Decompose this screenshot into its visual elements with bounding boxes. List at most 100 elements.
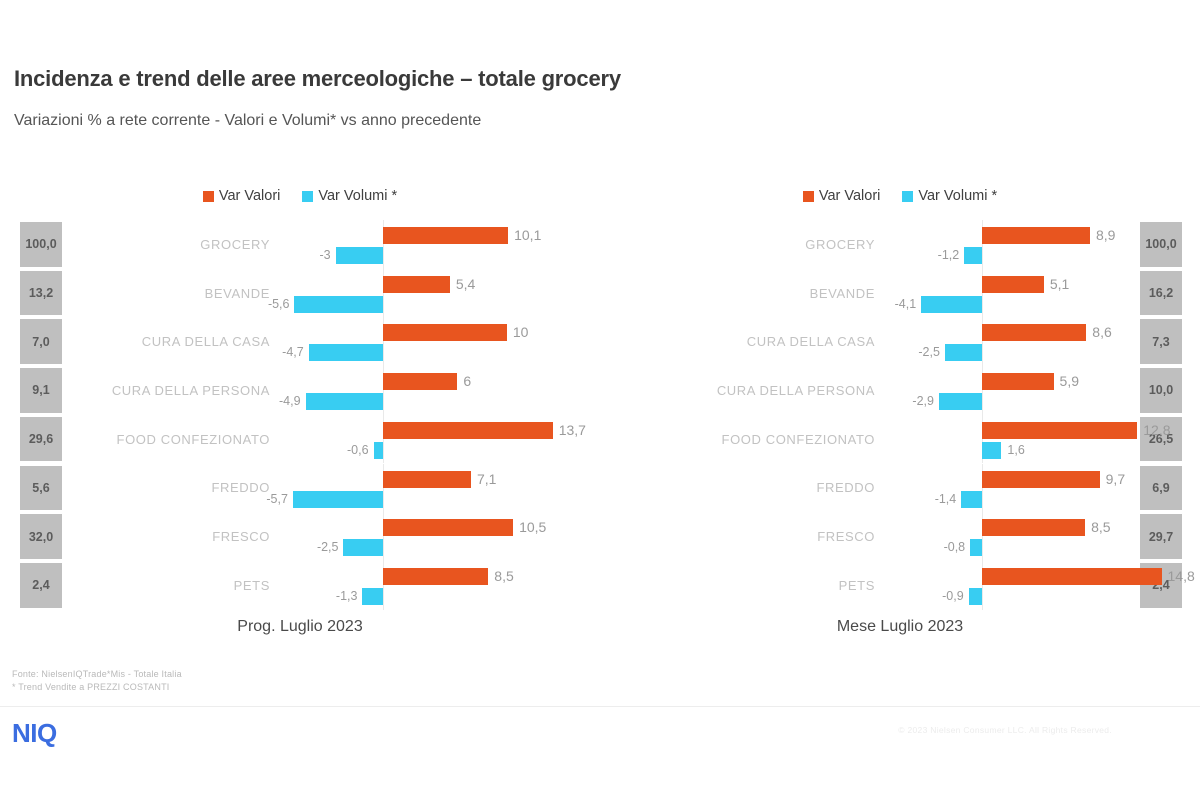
bar-var-valori [383,421,553,439]
bar-var-valori [982,470,1100,488]
row-plot: 5,4 -5,6 [268,268,575,318]
incidence-chip: 7,3 [1140,319,1182,365]
bar-label-var-valori: 5,4 [455,275,476,292]
incidence-chip: 7,0 [20,319,62,365]
legend-swatch-valori-icon [802,190,814,202]
category-label: PETS [233,577,270,593]
category-label: FRESCO [817,529,875,545]
bar-var-volumi [961,490,982,508]
incidence-chip: 100,0 [20,222,62,267]
bar-label-var-volumi: -5,7 [266,491,288,506]
row-plot: 10,1 -3 [285,220,575,269]
category-label: FREDDO [211,480,270,496]
legend-label-volumi: Var Volumi * [318,188,398,204]
legend-item-var-valori: Var Valori [802,188,880,204]
source-notes: Fonte: NielsenIQTrade*Mis - Totale Itali… [12,668,182,694]
bar-var-volumi [305,393,383,411]
bar-var-volumi [970,539,982,557]
bar-label-var-volumi: -4,7 [282,345,304,360]
category-label: CURA DELLA PERSONA [716,382,875,398]
chart-row: 7,0 CURA DELLA CASA 10 -4,7 [10,317,590,367]
bar-var-valori [982,421,1138,439]
bar-label-var-valori: 8,9 [1095,227,1116,243]
bar-label-var-volumi: -4,1 [894,296,917,311]
bar-label-var-volumi: -1,3 [335,588,358,603]
row-plot: 14,8 -0,9 [890,560,1195,610]
category-label: PETS [838,577,875,593]
bar-var-volumi [362,587,383,605]
bar-var-volumi [944,344,982,362]
legend-label-valori: Var Valori [218,188,281,204]
bar-label-var-valori: 5,9 [1059,373,1080,390]
zero-axis-line [383,268,384,318]
category-label: GROCERY [805,236,875,252]
bar-var-valori [982,227,1090,244]
bar-label-var-valori: 6 [463,373,472,390]
chart-legend-left: Var Valori Var Volumi * [10,188,590,204]
chart-row: 9,1 CURA DELLA PERSONA 6 -4,9 [10,366,590,415]
row-plot: 13,7 -0,6 [285,414,586,464]
incidence-chip: 100,0 [1140,222,1182,267]
category-label: CURA DELLA CASA [141,334,270,350]
zero-axis-line [383,220,384,269]
chart-rows-right: 100,0 GROCERY 8,9 -1,2 16,2 BEVANDE 5,1 -4,1 7,3… [610,220,1195,610]
bar-label-var-volumi: -1,4 [934,491,957,506]
zero-axis-line [383,414,384,464]
zero-axis-line [383,560,384,610]
bar-label-var-volumi: -5,6 [267,296,290,311]
bar-label-var-valori: 8,6 [1092,324,1112,341]
bar-label-var-volumi: 1,6 [1007,442,1025,457]
incidence-chip: 9,1 [20,368,62,413]
bar-var-volumi [921,295,982,313]
legend-swatch-volumi-icon [302,190,314,202]
bar-var-volumi [335,247,383,264]
category-label: FREDDO [816,480,875,496]
chart-row: 100,0 GROCERY 8,9 -1,2 [610,220,1190,269]
chart-row: 100,0 GROCERY 10,1 -3 [10,220,590,269]
bar-label-var-valori: 12,8 [1143,421,1171,438]
bar-label-var-volumi: -0,6 [346,442,369,457]
chart-row: 29,6 FOOD CONFEZIONATO 13,7 -0,6 [10,414,590,464]
bar-var-valori [383,519,514,537]
chart-legend-right: Var Valori Var Volumi * [610,188,1190,204]
row-plot: 5,1 -4,1 [890,268,1170,318]
row-plot: 12,8 1,6 [890,414,1171,464]
chart-rows-left: 100,0 GROCERY 10,1 -3 13,2 BEVANDE 5,4 -5,6 7,0 C… [10,220,590,610]
incidence-chip: 2,4 [20,562,62,608]
bar-var-valori [383,373,458,391]
bar-label-var-valori: 7,1 [476,470,497,487]
zero-axis-line [982,414,983,464]
bar-var-volumi [373,441,383,459]
incidence-chip: 29,7 [1140,514,1182,559]
row-plot: 7,1 -5,7 [266,463,575,513]
bar-var-valori [383,275,450,293]
category-label: BEVANDE [204,285,270,301]
chart-row: 13,2 BEVANDE 5,4 -5,6 [10,268,590,318]
incidence-chip: 29,6 [20,416,62,462]
bar-var-valori [982,324,1087,342]
bar-label-var-valori: 10 [512,324,529,341]
zero-axis-line [383,463,384,513]
bar-label-var-valori: 8,5 [1091,519,1111,536]
bar-var-valori [982,519,1086,537]
category-label: FOOD CONFEZIONATO [721,431,875,447]
bar-label-var-volumi: -3 [319,248,331,262]
page-title: Incidenza e trend delle aree merceologic… [14,66,621,91]
source-note-line1: Fonte: NielsenIQTrade*Mis - Totale Itali… [12,669,182,679]
legend-swatch-volumi-icon [902,190,914,202]
incidence-chip: 5,6 [20,465,62,511]
chart-row: 2,4 PETS 14,8 -0,9 [610,560,1195,610]
row-plot: 8,5 -0,8 [890,512,1170,561]
bar-label-var-volumi: -0,9 [942,588,964,603]
bar-var-valori [982,275,1044,293]
bar-var-volumi [982,441,1002,459]
legend-label-volumi: Var Volumi * [918,188,998,204]
row-plot: 9,7 -1,4 [890,463,1170,513]
chart-row: 29,7 FRESCO 8,5 -0,8 [610,512,1190,561]
category-label: FOOD CONFEZIONATO [116,431,270,447]
row-plot: 6 -4,9 [279,366,575,415]
bar-label-var-volumi: -2,5 [316,540,339,555]
legend-swatch-valori-icon [202,190,214,202]
row-plot: 8,6 -2,5 [890,317,1170,367]
bar-var-volumi [938,393,982,411]
